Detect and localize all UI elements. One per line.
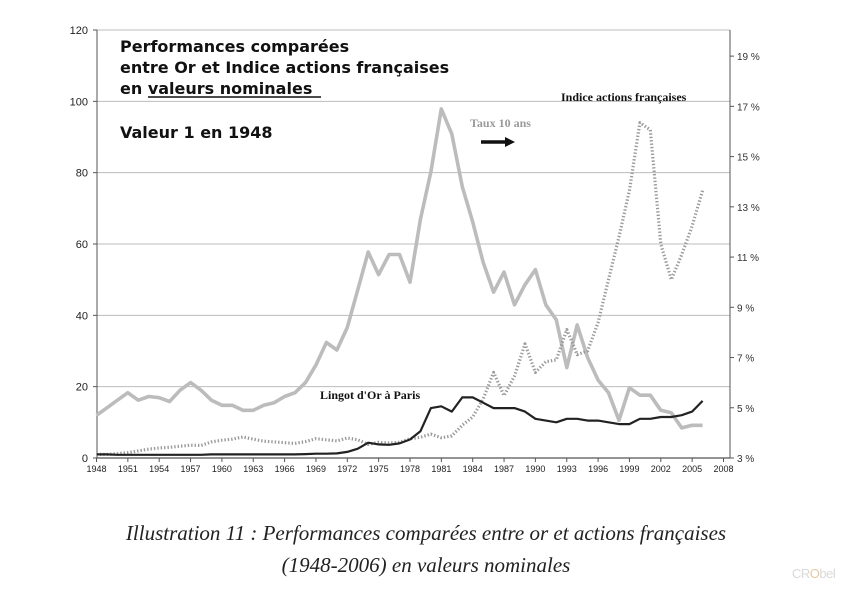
x-tick-label: 1978 bbox=[400, 464, 420, 474]
x-tick-label: 2002 bbox=[651, 464, 671, 474]
x-tick-label: 1981 bbox=[431, 464, 451, 474]
x-tick-label: 1969 bbox=[306, 464, 326, 474]
x-tick-label: 2008 bbox=[713, 464, 733, 474]
right-tick-label: 7 % bbox=[737, 354, 754, 365]
annotation-base-value: Valeur 1 en 1948 bbox=[120, 123, 273, 142]
annotation-title-line-2: entre Or et Indice actions françaises bbox=[120, 58, 449, 77]
x-tick-label: 1987 bbox=[494, 464, 514, 474]
series-line-lingot-d-or-a-paris bbox=[96, 396, 704, 456]
series-layer bbox=[95, 107, 705, 456]
right-tick-label: 5 % bbox=[737, 404, 754, 415]
label-lingot-or: Lingot d'Or à Paris bbox=[320, 388, 420, 402]
x-tick-label: 1966 bbox=[275, 464, 295, 474]
x-tick-label: 1999 bbox=[619, 464, 639, 474]
annotation-title-line-3: en valeurs nominales bbox=[120, 79, 312, 98]
figure-caption-line-1: Illustration 11 : Performances comparées… bbox=[125, 521, 727, 545]
x-tick-label: 1960 bbox=[212, 464, 232, 474]
left-tick-label: 60 bbox=[76, 239, 88, 251]
watermark-logo: CRObel bbox=[792, 566, 836, 581]
x-tick-label: 1975 bbox=[369, 464, 389, 474]
right-tick-label: 13 % bbox=[737, 203, 760, 214]
figure-caption-line-2: (1948-2006) en valeurs nominales bbox=[281, 553, 571, 577]
x-tick-label: 1951 bbox=[118, 464, 138, 474]
x-tick-label: 1972 bbox=[337, 464, 357, 474]
left-tick-label: 0 bbox=[82, 453, 88, 465]
x-tick-label: 1957 bbox=[181, 464, 201, 474]
x-tick-label: 1984 bbox=[463, 464, 483, 474]
x-tick-label: 1993 bbox=[557, 464, 577, 474]
x-tick-label: 1954 bbox=[149, 464, 169, 474]
x-tick-label: 2005 bbox=[682, 464, 702, 474]
x-axis-ticks: 1948 1951 1954 1957 1960 1963 1966 1969 1972 1975… bbox=[86, 458, 734, 474]
x-tick-label: 1990 bbox=[525, 464, 545, 474]
series-line-taux-10-ans bbox=[95, 107, 703, 430]
left-tick-label: 80 bbox=[76, 168, 88, 180]
right-tick-label: 15 % bbox=[737, 153, 760, 164]
left-tick-label: 40 bbox=[76, 310, 88, 322]
x-tick-label: 1948 bbox=[86, 464, 106, 474]
left-tick-label: 100 bbox=[70, 96, 88, 108]
right-tick-label: 9 % bbox=[737, 303, 754, 314]
x-tick-label: 1996 bbox=[588, 464, 608, 474]
right-tick-label: 17 % bbox=[737, 102, 760, 113]
right-tick-label: 19 % bbox=[737, 52, 760, 63]
label-taux-10-ans: Taux 10 ans bbox=[470, 116, 531, 130]
right-axis-ticks: 3 % 5 % 7 % 9 % 11 % 13 % 15 % 17 % 19 % bbox=[729, 30, 760, 465]
left-tick-label: 120 bbox=[70, 25, 88, 37]
annotation-title-line-1: Performances comparées bbox=[120, 37, 349, 56]
left-axis-ticks: 0 20 40 60 80 100 120 bbox=[70, 25, 98, 465]
left-tick-label: 20 bbox=[76, 382, 88, 394]
right-tick-label: 11 % bbox=[737, 253, 759, 264]
right-arrow-icon bbox=[481, 137, 515, 147]
right-tick-label: 3 % bbox=[737, 454, 754, 465]
gridlines bbox=[97, 29, 730, 459]
label-indice-actions: Indice actions françaises bbox=[561, 90, 687, 104]
chart: 0 20 40 60 80 100 120 3 % 5 % 7 % 9 % 11 % 13 % 15 %… bbox=[70, 25, 760, 474]
x-tick-label: 1963 bbox=[243, 464, 263, 474]
